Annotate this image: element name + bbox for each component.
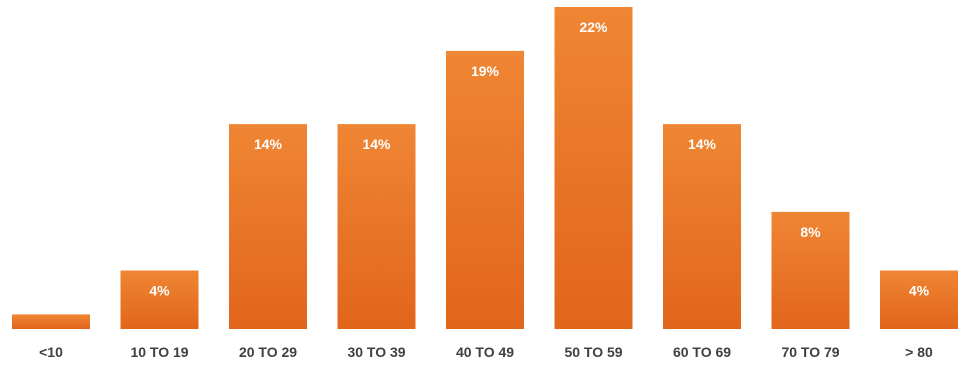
bar <box>337 124 416 329</box>
category-label: <10 <box>39 344 63 360</box>
bar-data-label: 8% <box>800 224 821 240</box>
bar <box>229 124 307 329</box>
bar <box>663 124 741 329</box>
bar <box>120 270 199 329</box>
bar-data-label: 1% <box>41 326 62 342</box>
bar <box>880 270 958 329</box>
bar <box>446 50 524 330</box>
category-label: 50 TO 59 <box>564 344 622 360</box>
bar-data-label: 14% <box>254 136 283 152</box>
bar <box>12 314 90 329</box>
bar-data-label: 19% <box>471 63 500 79</box>
bars-group: 1% 4% 14% 14% 19% 22% 14% 8% 4% <box>12 7 958 342</box>
bar <box>554 7 633 329</box>
bar-data-label: 14% <box>362 136 391 152</box>
category-label: 30 TO 39 <box>347 344 405 360</box>
bar-data-label: 4% <box>909 283 930 299</box>
bar-data-label: 22% <box>579 19 608 35</box>
category-label: 40 TO 49 <box>456 344 514 360</box>
bar-data-label: 14% <box>688 136 717 152</box>
category-label: 10 TO 19 <box>130 344 188 360</box>
category-label: 20 TO 29 <box>239 344 297 360</box>
bar-data-label: 4% <box>149 283 170 299</box>
category-labels-group: <10 10 TO 19 20 TO 29 30 TO 39 40 TO 49 50 TO… <box>39 344 933 360</box>
category-label: 70 TO 79 <box>781 344 839 360</box>
bar <box>771 211 850 329</box>
category-label: 60 TO 69 <box>673 344 731 360</box>
category-label: > 80 <box>905 344 933 360</box>
